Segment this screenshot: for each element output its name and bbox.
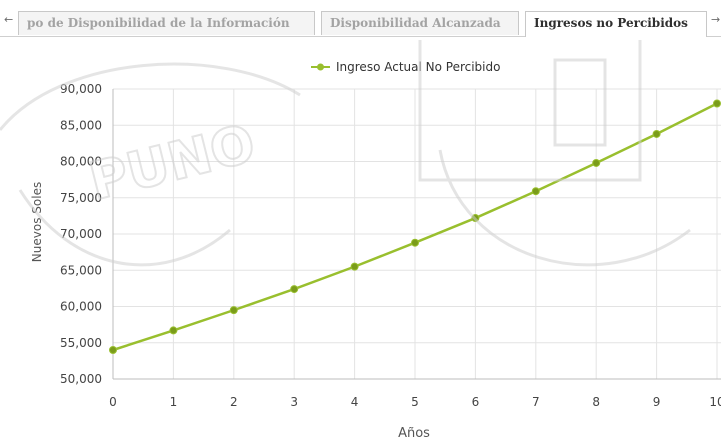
legend: Ingreso Actual No Percibido [311, 60, 500, 74]
y-tick-label: 50,000 [60, 372, 102, 386]
data-point[interactable] [290, 285, 299, 294]
x-tick-label: 2 [230, 395, 238, 409]
x-tick-label: 6 [472, 395, 480, 409]
data-point[interactable] [229, 306, 238, 315]
y-tick-label: 90,000 [60, 82, 102, 96]
tab-disponibilidad-alcanzada[interactable]: Disponibilidad Alcanzada [321, 11, 519, 35]
x-tick-label: 3 [290, 395, 298, 409]
line-chart: 50,000 55,000 60,000 65,000 70,000 75,000 80,0… [30, 60, 721, 441]
x-tick-label: 0 [109, 395, 117, 409]
tab-scroll-right-icon[interactable]: → [711, 13, 721, 26]
data-point[interactable] [531, 187, 540, 196]
data-point[interactable] [652, 129, 661, 138]
grid [112, 88, 721, 380]
y-tick-label: 70,000 [60, 227, 102, 241]
y-tick-label: 65,000 [60, 263, 102, 277]
y-tick-label: 75,000 [60, 191, 102, 205]
data-point[interactable] [109, 346, 117, 354]
x-tick-label: 4 [351, 395, 359, 409]
y-tick-labels: 50,000 55,000 60,000 65,000 70,000 75,000 80,0… [60, 82, 102, 386]
y-tick-label: 60,000 [60, 300, 102, 314]
y-tick-label: 85,000 [60, 118, 102, 132]
x-tick-label: 9 [653, 395, 661, 409]
x-tick-label: 1 [170, 395, 178, 409]
tab-scroll-left-icon[interactable]: ← [4, 13, 14, 26]
data-point[interactable] [471, 214, 480, 223]
chart-container: 50,000 55,000 60,000 65,000 70,000 75,000 80,0… [0, 37, 721, 443]
data-point[interactable] [411, 238, 419, 247]
data-point[interactable] [713, 99, 721, 108]
y-tick-label: 55,000 [60, 336, 102, 350]
tab-tiempo-disponibilidad[interactable]: po de Disponibilidad de la Información [18, 11, 315, 35]
x-tick-label: 5 [411, 395, 419, 409]
y-axis-title: Nuevos Soles [30, 182, 44, 262]
data-point[interactable] [350, 262, 359, 271]
legend-label[interactable]: Ingreso Actual No Percibido [336, 60, 500, 74]
tab-ingresos-no-percibidos[interactable]: Ingresos no Percibidos [525, 11, 707, 37]
data-point[interactable] [592, 158, 601, 167]
x-tick-labels: 0 1 2 3 4 5 6 7 8 9 10 [109, 395, 721, 409]
tab-bar: ← po de Disponibilidad de la Información… [0, 0, 721, 37]
x-tick-label: 8 [592, 395, 600, 409]
x-tick-label: 10 [709, 395, 721, 409]
data-point[interactable] [169, 326, 178, 335]
x-axis-title: Años [398, 426, 430, 441]
y-tick-label: 80,000 [60, 155, 102, 169]
x-tick-label: 7 [532, 395, 540, 409]
legend-marker [317, 63, 324, 71]
